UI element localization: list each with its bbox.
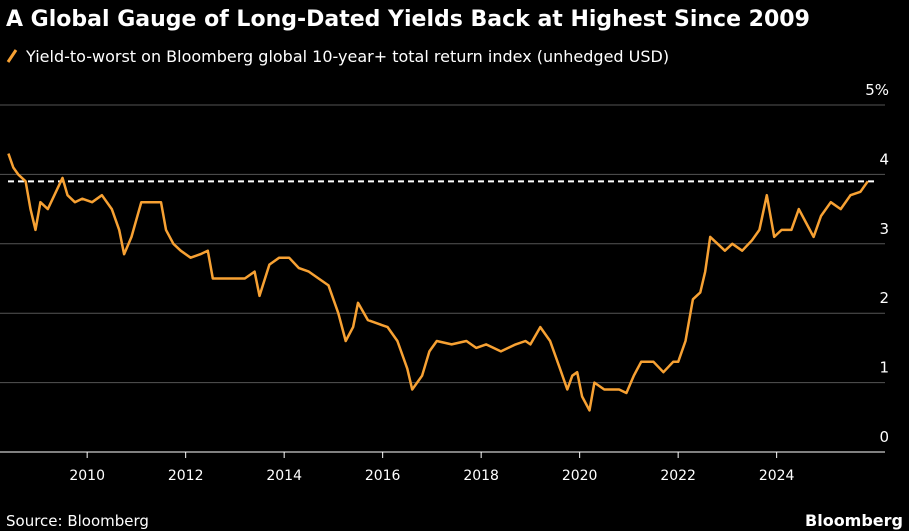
y-tick-label: 4 <box>879 150 889 168</box>
x-tick-label: 2024 <box>759 468 795 484</box>
x-tick-label: 2010 <box>69 468 105 484</box>
y-tick-label: 1 <box>879 359 889 377</box>
x-tick-label: 2014 <box>266 468 302 484</box>
x-tick-label: 2016 <box>365 468 401 484</box>
legend-swatch <box>6 49 18 63</box>
chart-title: A Global Gauge of Long-Dated Yields Back… <box>6 7 810 32</box>
brand: Bloomberg <box>805 511 903 530</box>
x-tick-label: 2012 <box>168 468 204 484</box>
x-tick-label: 2020 <box>562 468 598 484</box>
x-tick-label: 2018 <box>463 468 499 484</box>
legend-label: Yield-to-worst on Bloomberg global 10-ye… <box>25 47 669 66</box>
y-tick-label: 0 <box>879 428 889 446</box>
source: Source: Bloomberg <box>6 512 149 530</box>
y-tick-label: 2 <box>879 289 889 307</box>
y-tick-label: 3 <box>879 220 889 238</box>
x-tick-label: 2022 <box>660 468 696 484</box>
data-line <box>7 153 869 412</box>
y-tick-label: 5% <box>865 81 889 99</box>
